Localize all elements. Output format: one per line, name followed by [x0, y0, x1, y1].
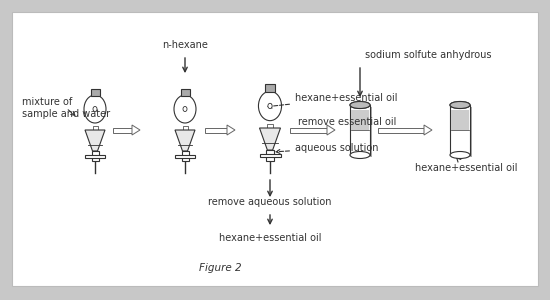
Polygon shape	[424, 125, 432, 135]
Bar	[260, 154, 280, 158]
Bar	[85, 154, 105, 158]
Bar	[92, 126, 97, 130]
FancyBboxPatch shape	[265, 84, 274, 92]
Bar	[175, 154, 195, 158]
Text: aqueous solution: aqueous solution	[276, 143, 378, 154]
Text: remove aqueous solution: remove aqueous solution	[208, 197, 332, 207]
Bar	[290, 128, 327, 133]
FancyBboxPatch shape	[91, 88, 100, 95]
FancyBboxPatch shape	[450, 105, 470, 155]
Ellipse shape	[350, 101, 370, 109]
Bar	[267, 124, 273, 128]
Text: Figure 2: Figure 2	[199, 263, 241, 273]
Ellipse shape	[350, 152, 370, 158]
Ellipse shape	[450, 101, 470, 109]
Bar	[451, 110, 469, 130]
Ellipse shape	[93, 106, 97, 112]
Bar	[91, 151, 98, 161]
Polygon shape	[327, 125, 335, 135]
Text: n-hexane: n-hexane	[162, 40, 208, 50]
Ellipse shape	[84, 95, 106, 123]
Text: mixture of
sample and water: mixture of sample and water	[22, 97, 110, 119]
Text: hexane+essential oil: hexane+essential oil	[268, 93, 398, 108]
Ellipse shape	[350, 101, 370, 109]
Polygon shape	[175, 130, 195, 151]
FancyBboxPatch shape	[12, 12, 538, 286]
Ellipse shape	[174, 95, 196, 123]
Bar	[205, 128, 227, 133]
Polygon shape	[132, 125, 140, 135]
FancyBboxPatch shape	[180, 88, 190, 95]
Ellipse shape	[450, 101, 470, 109]
Ellipse shape	[268, 103, 272, 109]
Polygon shape	[227, 125, 235, 135]
Bar	[182, 151, 189, 161]
Polygon shape	[85, 130, 105, 151]
Text: hexane+essential oil: hexane+essential oil	[415, 158, 518, 173]
Ellipse shape	[450, 152, 470, 158]
Bar	[113, 128, 132, 133]
FancyBboxPatch shape	[452, 107, 472, 157]
Polygon shape	[260, 128, 280, 150]
Ellipse shape	[183, 106, 187, 112]
Bar	[351, 110, 369, 130]
Bar	[378, 128, 424, 133]
Text: sodium solfute anhydrous: sodium solfute anhydrous	[365, 50, 492, 60]
Bar	[266, 150, 274, 160]
Text: remove essential oil: remove essential oil	[298, 117, 397, 127]
Ellipse shape	[258, 91, 282, 121]
Text: hexane+essential oil: hexane+essential oil	[219, 233, 321, 243]
FancyBboxPatch shape	[352, 107, 372, 157]
Bar	[183, 126, 188, 130]
FancyBboxPatch shape	[350, 105, 370, 155]
